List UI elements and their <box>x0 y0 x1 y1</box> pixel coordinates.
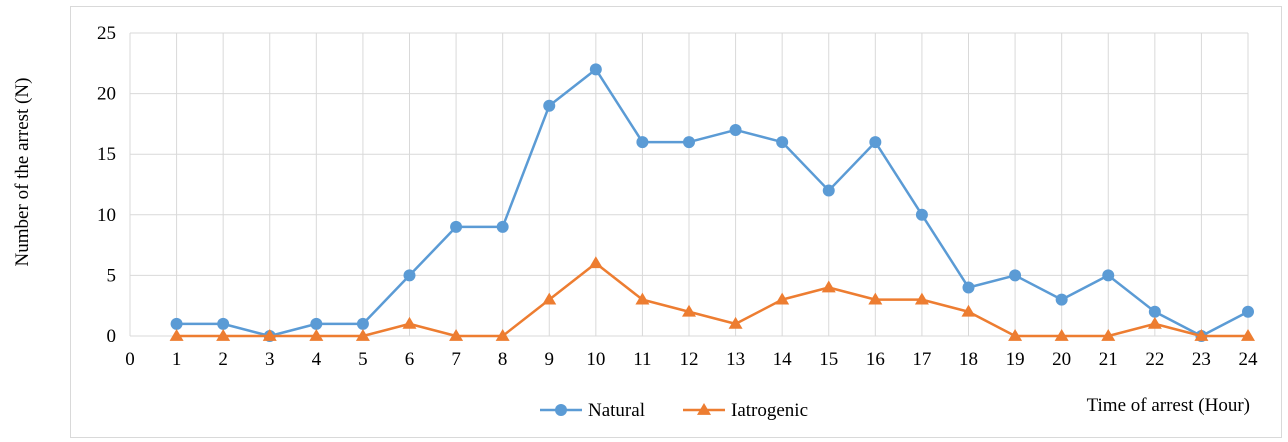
legend-item-natural: Natural <box>540 400 645 421</box>
x-tick-label: 23 <box>1192 349 1211 370</box>
x-tick-label: 11 <box>633 349 651 370</box>
data-point <box>682 304 696 317</box>
x-tick-label: 18 <box>959 349 978 370</box>
data-point <box>729 123 742 136</box>
data-point <box>543 99 556 112</box>
data-point <box>450 220 463 233</box>
data-point <box>1008 329 1023 341</box>
data-point <box>1194 329 1209 341</box>
legend-marker <box>697 403 711 415</box>
data-point <box>822 184 835 197</box>
data-point <box>636 136 649 149</box>
data-point <box>589 63 602 76</box>
legend-label: Natural <box>588 400 645 421</box>
x-tick-label: 5 <box>358 349 368 370</box>
data-point <box>1101 329 1116 341</box>
data-point <box>1009 269 1022 282</box>
x-tick-label: 8 <box>498 349 508 370</box>
data-point <box>821 280 836 293</box>
x-tick-label: 9 <box>545 349 555 370</box>
series-layer <box>169 63 1255 342</box>
x-tick-label: 24 <box>1239 349 1259 370</box>
data-point <box>216 329 231 341</box>
data-point <box>776 136 789 149</box>
data-point <box>310 317 323 330</box>
data-point <box>403 269 416 282</box>
data-point <box>1148 305 1161 318</box>
data-point <box>496 220 509 233</box>
data-point <box>1241 329 1255 341</box>
legend-label: Iatrogenic <box>731 400 808 421</box>
x-tick-label: 22 <box>1145 349 1164 370</box>
data-point <box>1147 316 1162 329</box>
data-point <box>495 329 510 341</box>
data-point <box>170 317 183 330</box>
x-tick-label: 2 <box>218 349 228 370</box>
y-tick-label: 25 <box>97 23 116 44</box>
x-tick-label: 6 <box>405 349 415 370</box>
x-tick-label: 10 <box>586 349 605 370</box>
data-point <box>915 208 928 221</box>
x-tick-label: 20 <box>1052 349 1071 370</box>
x-tick-label: 13 <box>726 349 745 370</box>
series-natural <box>170 63 1254 342</box>
x-tick-label: 0 <box>125 349 135 370</box>
data-point <box>449 329 464 341</box>
chart-frame <box>70 6 1282 438</box>
x-axis-title: Time of arrest (Hour) <box>1087 395 1250 416</box>
data-point <box>356 317 369 330</box>
x-tick-label: 19 <box>1006 349 1025 370</box>
data-point <box>355 329 370 341</box>
data-point <box>588 256 603 269</box>
series-line <box>176 262 1248 338</box>
x-tick-label: 12 <box>680 349 699 370</box>
data-point <box>868 292 883 305</box>
data-point <box>962 281 975 294</box>
series-line <box>176 68 1249 338</box>
data-point <box>217 317 230 330</box>
y-axis-title: Number of the arrest (N) <box>12 78 33 267</box>
x-tick-label: 1 <box>172 349 182 370</box>
y-tick-label: 20 <box>97 84 116 105</box>
data-point <box>683 136 695 149</box>
data-point <box>775 292 790 305</box>
x-tick-label: 15 <box>819 349 838 370</box>
data-point <box>1242 305 1254 318</box>
data-point <box>869 136 882 149</box>
x-tick-label: 21 <box>1099 349 1118 370</box>
x-tick-label: 14 <box>773 349 793 370</box>
data-point <box>914 292 929 305</box>
data-point <box>728 316 743 329</box>
data-point <box>169 329 184 341</box>
data-point <box>309 329 324 341</box>
data-point <box>262 329 277 341</box>
data-point <box>635 292 650 305</box>
y-tick-labels: 0 5 10 15 20 25 <box>97 23 116 347</box>
series-iatrogenic <box>169 256 1255 341</box>
x-tick-label: 17 <box>912 349 931 370</box>
data-point <box>1055 293 1068 306</box>
y-tick-label: 10 <box>97 205 116 226</box>
x-tick-label: 3 <box>265 349 275 370</box>
legend-marker <box>555 404 567 416</box>
y-tick-label: 0 <box>107 326 117 347</box>
data-point <box>402 316 417 329</box>
data-point <box>961 304 976 317</box>
data-point <box>1054 329 1069 341</box>
x-tick-labels: 0 1 2 3 4 5 6 7 8 9 10 11 12 13 14 15 16 17 18 19 20 21 22 23 24 <box>125 349 1258 370</box>
y-tick-label: 5 <box>107 265 117 286</box>
grid-lines <box>129 32 1249 337</box>
y-tick-label: 15 <box>97 144 116 165</box>
legend: Natural Iatrogenic <box>540 400 808 421</box>
x-tick-label: 7 <box>451 349 461 370</box>
x-tick-label: 16 <box>866 349 885 370</box>
data-point <box>1102 269 1115 282</box>
data-point <box>542 292 557 305</box>
legend-item-iatrogenic: Iatrogenic <box>683 400 808 421</box>
x-tick-label: 4 <box>312 349 322 370</box>
